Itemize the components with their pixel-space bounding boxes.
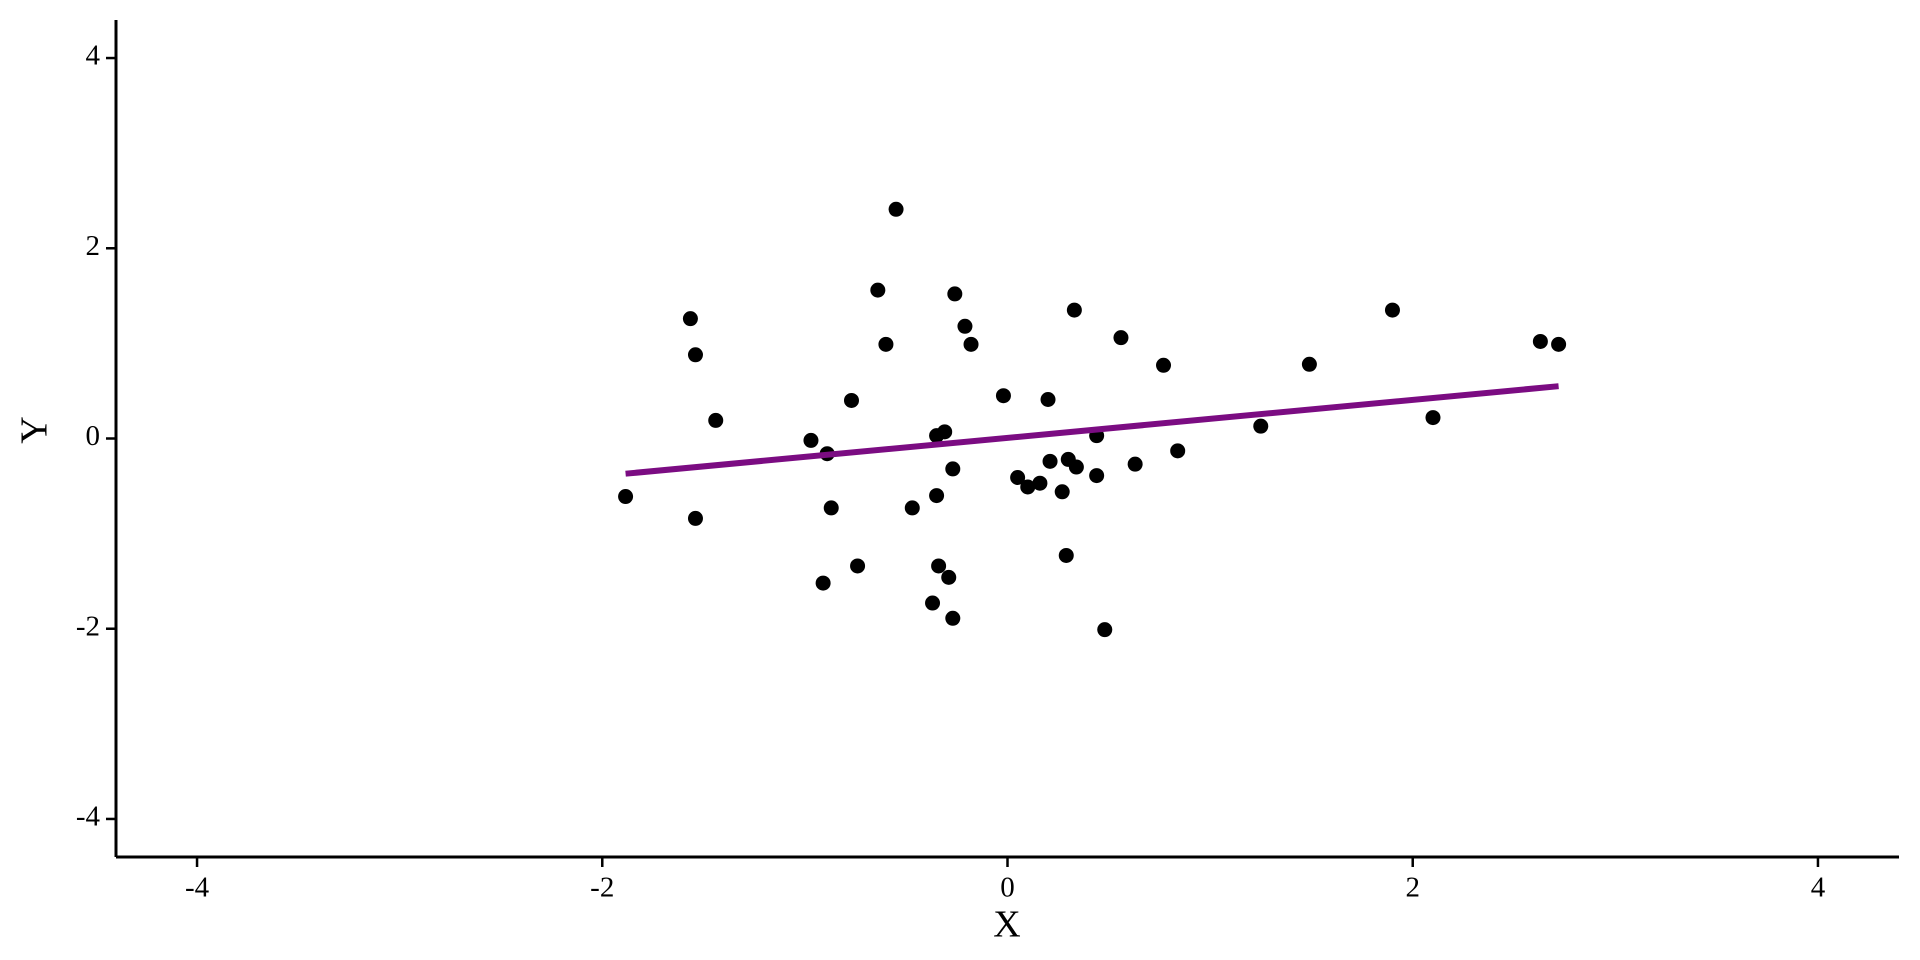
data-point	[1058, 547, 1074, 563]
data-point	[945, 461, 961, 477]
y-axis-title: Y	[14, 416, 56, 443]
data-point	[878, 336, 894, 352]
x-axis-title: X	[993, 904, 1020, 946]
data-point	[957, 318, 973, 334]
data-point	[1425, 410, 1441, 426]
data-point	[1020, 479, 1036, 495]
data-point	[682, 311, 698, 327]
data-point	[618, 489, 634, 505]
data-point	[1040, 392, 1056, 408]
y-tick-label: -4	[76, 801, 101, 833]
data-point	[1253, 418, 1269, 434]
data-point	[823, 500, 839, 516]
y-tick-label: -2	[76, 610, 100, 642]
data-point	[904, 500, 920, 516]
x-tick-label: 2	[1405, 872, 1420, 904]
data-point	[850, 558, 866, 574]
data-point	[947, 286, 963, 302]
data-point	[1170, 443, 1186, 459]
data-point	[995, 388, 1011, 404]
data-point	[929, 488, 945, 504]
x-tick-label: -2	[590, 872, 614, 904]
data-point	[1113, 330, 1129, 346]
data-point	[1010, 469, 1026, 485]
data-point	[1066, 302, 1082, 318]
data-point	[1068, 459, 1084, 475]
data-point	[963, 336, 979, 352]
data-point	[1042, 453, 1058, 469]
data-point	[937, 424, 953, 440]
fit-line	[625, 383, 1559, 477]
data-point	[687, 510, 703, 526]
data-point	[843, 392, 859, 408]
data-point	[803, 432, 819, 448]
data-point	[1097, 622, 1113, 638]
data-point	[1127, 456, 1143, 472]
data-point	[1156, 357, 1172, 373]
y-tick-label: 0	[86, 420, 101, 452]
data-point	[931, 558, 947, 574]
data-point	[687, 347, 703, 363]
y-tick-label: 4	[86, 40, 101, 72]
data-point	[945, 610, 961, 626]
data-point	[1532, 333, 1548, 349]
data-point	[708, 412, 724, 428]
data-point	[815, 575, 831, 591]
data-point	[925, 595, 941, 611]
data-point	[1032, 475, 1048, 491]
data-point	[1054, 484, 1070, 500]
data-point	[1089, 468, 1105, 484]
data-point	[870, 282, 886, 298]
data-point	[941, 569, 957, 585]
data-point	[1384, 302, 1400, 318]
x-tick-label: 0	[1000, 872, 1015, 904]
data-point	[1551, 336, 1567, 352]
data-point	[1301, 356, 1317, 372]
x-tick-label: 4	[1811, 872, 1826, 904]
data-point	[888, 201, 904, 217]
y-tick-label: 2	[86, 230, 101, 262]
x-tick-label: -4	[185, 872, 210, 904]
